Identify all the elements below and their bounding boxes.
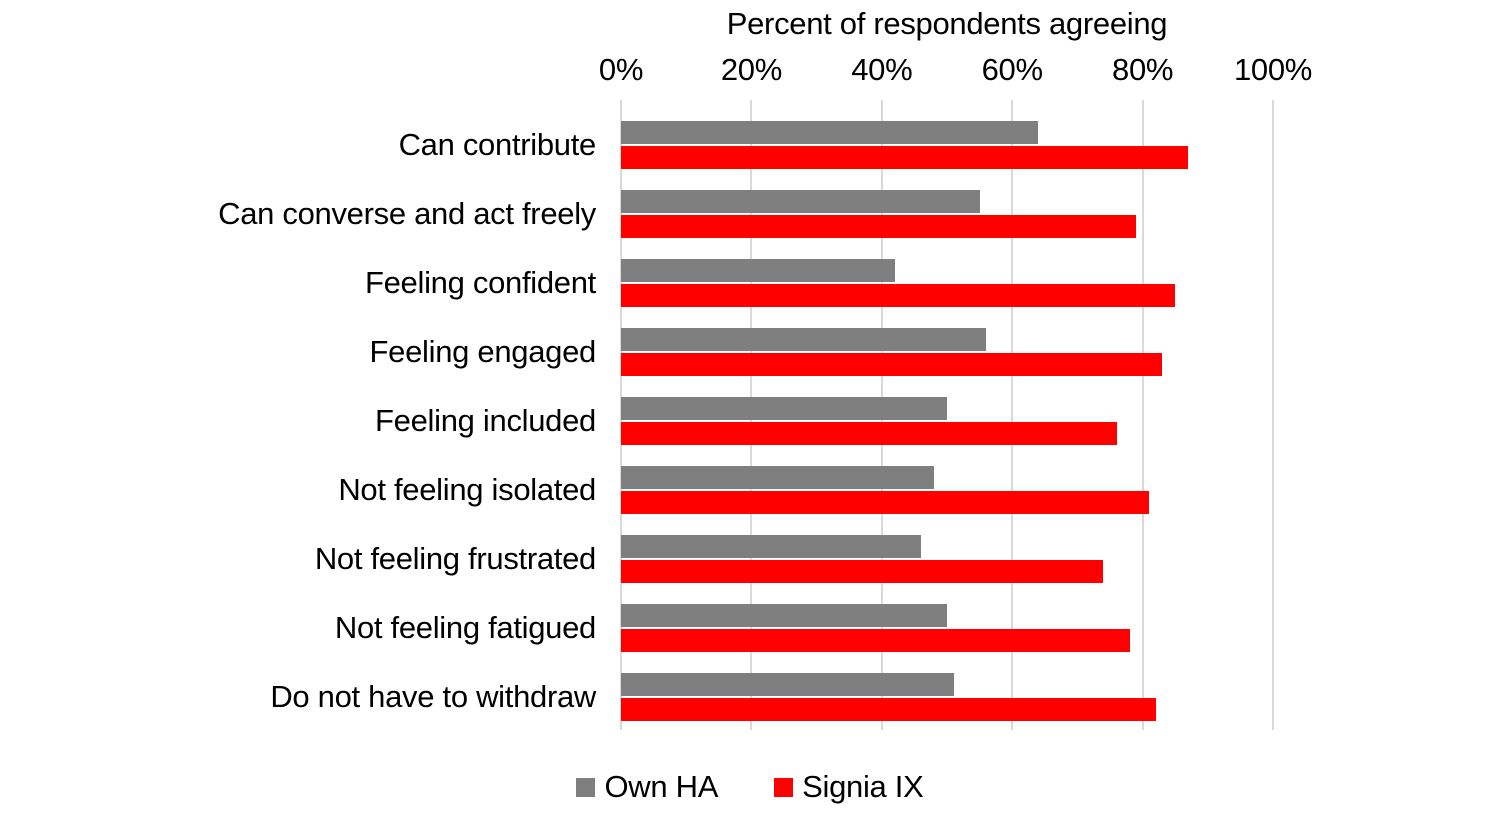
bar-own-ha	[621, 673, 954, 696]
legend-label: Signia IX	[802, 769, 924, 804]
category-label: Feeling engaged	[369, 334, 597, 369]
bar-signia-ix	[621, 353, 1163, 376]
x-axis-tick-label: 0%	[598, 52, 644, 87]
gridline	[1011, 100, 1014, 730]
category-label: Feeling confident	[364, 265, 596, 300]
bar-own-ha	[621, 190, 980, 213]
legend: Own HA Signia IX	[0, 769, 1500, 805]
x-axis-tick-label: 20%	[720, 52, 782, 87]
category-label: Do not have to withdraw	[270, 679, 596, 714]
bar-signia-ix	[621, 215, 1137, 238]
legend-swatch-icon	[576, 777, 596, 797]
bar-signia-ix	[621, 698, 1156, 721]
category-label: Not feeling fatigued	[334, 610, 596, 645]
category-label: Can converse and act freely	[218, 196, 596, 231]
x-axis-tick-label: 60%	[981, 52, 1043, 87]
bar-signia-ix	[621, 560, 1104, 583]
gridline	[1141, 100, 1144, 730]
bar-signia-ix	[621, 629, 1130, 652]
bar-own-ha	[621, 121, 1039, 144]
gridline	[1272, 100, 1274, 730]
legend-item-signia-ix: Signia IX	[774, 769, 924, 805]
category-label: Not feeling isolated	[338, 472, 596, 507]
x-axis-tick-label: 80%	[1112, 52, 1174, 87]
category-label: Feeling included	[375, 403, 596, 438]
category-label: Not feeling frustrated	[314, 541, 596, 576]
category-label: Can contribute	[398, 127, 597, 162]
bars	[621, 100, 1273, 730]
bar-own-ha	[621, 328, 987, 351]
legend-item-own-ha: Own HA	[576, 769, 718, 805]
bar-signia-ix	[621, 422, 1117, 445]
bar-signia-ix	[621, 146, 1189, 169]
legend-swatch-icon	[774, 777, 794, 797]
x-axis-tick-label: 100%	[1233, 52, 1313, 87]
bar-own-ha	[621, 397, 947, 420]
bar-own-ha	[621, 604, 947, 627]
x-axis-tick-label: 40%	[851, 52, 913, 87]
bar-own-ha	[621, 466, 934, 489]
chart-title: Percent of respondents agreeing	[726, 6, 1168, 41]
legend-label: Own HA	[604, 769, 719, 804]
plot-area	[620, 100, 1274, 730]
bar-own-ha	[621, 535, 921, 558]
bar-signia-ix	[621, 284, 1176, 307]
bar-signia-ix	[621, 491, 1150, 514]
bar-own-ha	[621, 259, 895, 282]
